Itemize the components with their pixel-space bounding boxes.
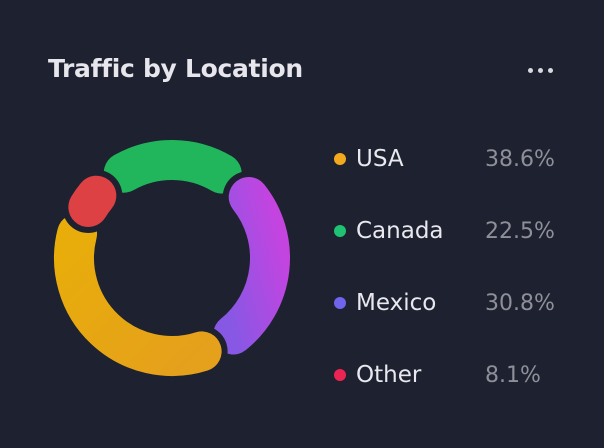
legend-label: Mexico: [356, 290, 437, 316]
legend-label: Other: [356, 362, 422, 388]
donut-slice-usa[interactable]: [54, 213, 222, 376]
legend-value: 8.1%: [485, 362, 541, 388]
legend-value: 22.5%: [485, 218, 555, 244]
legend-value: 38.6%: [485, 146, 555, 172]
more-options-icon[interactable]: [528, 60, 560, 80]
donut-slice-mexico[interactable]: [213, 177, 290, 355]
card-title: Traffic by Location: [48, 54, 303, 83]
legend-item-usa: USA 38.6%: [333, 144, 573, 174]
legend-item-canada: Canada 22.5%: [333, 216, 573, 246]
legend-item-other: Other 8.1%: [333, 360, 573, 390]
legend-label: USA: [356, 146, 404, 172]
legend-value: 30.8%: [485, 290, 555, 316]
legend-dot-other: [334, 369, 346, 381]
donut-slice-other[interactable]: [68, 175, 117, 227]
legend-label: Canada: [356, 218, 444, 244]
legend-dot-usa: [334, 153, 346, 165]
legend-dot-canada: [334, 225, 346, 237]
legend-dot-mexico: [334, 297, 346, 309]
donut-slice-canada[interactable]: [103, 140, 242, 194]
legend-item-mexico: Mexico 30.8%: [333, 288, 573, 318]
